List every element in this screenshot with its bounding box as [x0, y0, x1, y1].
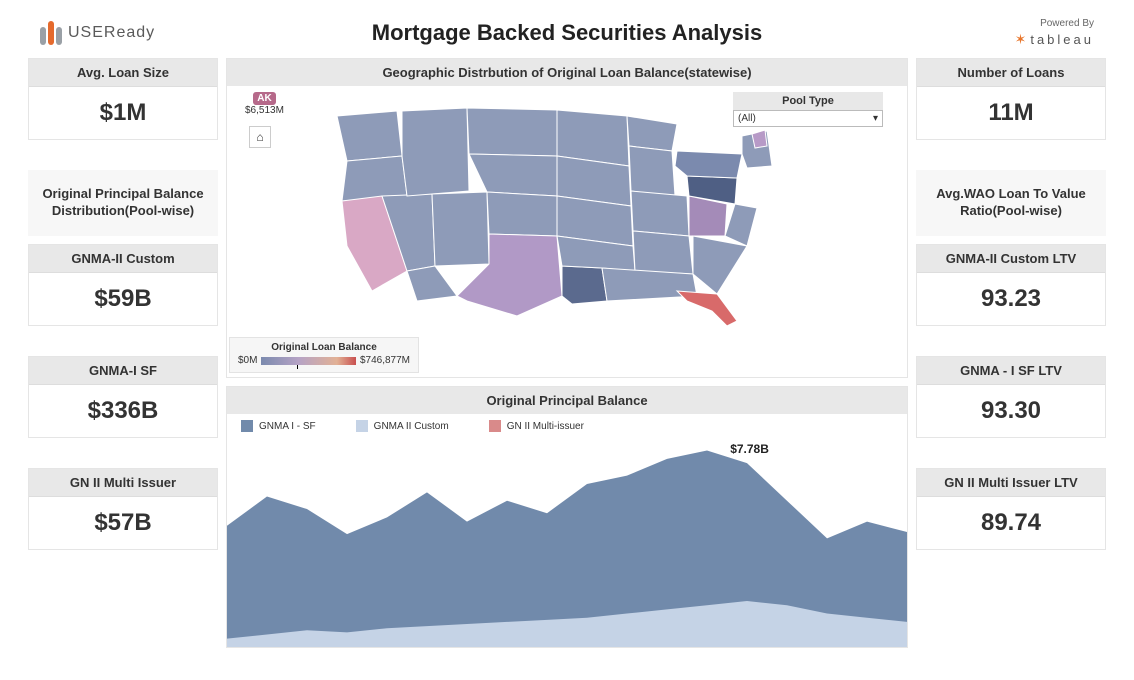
kpi-label: GN II Multi Issuer — [29, 469, 217, 497]
map-title: Geographic Distrbution of Original Loan … — [227, 59, 907, 86]
us-map[interactable] — [317, 96, 817, 326]
legend-item: GNMA I - SF — [241, 420, 316, 432]
area-chart-panel: Original Principal Balance GNMA I - SF G… — [226, 386, 908, 648]
area-chart-body[interactable]: $7.78B — [227, 438, 907, 647]
kpi-label: GNMA-II Custom LTV — [917, 245, 1105, 273]
kpi-gnma1-sf: GNMA-I SF $336B — [28, 356, 218, 438]
legend-swatch — [356, 420, 368, 432]
section-wao-ltv: Avg.WAO Loan To Value Ratio(Pool-wise) — [916, 170, 1106, 236]
powered-by-label: Powered By — [1015, 18, 1094, 29]
legend-item: GNMA II Custom — [356, 420, 449, 432]
map-legend-gradient — [261, 357, 356, 365]
kpi-gnma1-ltv: GNMA - I SF LTV 93.30 — [916, 356, 1106, 438]
map-ak-value: $6,513M — [245, 105, 284, 116]
chevron-down-icon: ▾ — [873, 113, 878, 124]
tableau-icon: ✶ — [1015, 31, 1027, 48]
map-legend-max: $746,877M — [360, 355, 410, 366]
kpi-label: Avg. Loan Size — [29, 59, 217, 87]
map-panel: Geographic Distrbution of Original Loan … — [226, 58, 908, 378]
area-chart-legend: GNMA I - SF GNMA II Custom GN II Multi-i… — [227, 414, 907, 438]
kpi-value: 11M — [917, 87, 1105, 139]
kpi-value: $57B — [29, 497, 217, 549]
kpi-gnma2-custom: GNMA-II Custom $59B — [28, 244, 218, 326]
area-chart-svg — [227, 438, 907, 647]
powered-by: Powered By ✶ tableau — [1015, 18, 1094, 48]
legend-swatch — [489, 420, 501, 432]
kpi-gn2-multi-ltv: GN II Multi Issuer LTV 89.74 — [916, 468, 1106, 550]
left-column: Avg. Loan Size $1M Original Principal Ba… — [28, 58, 218, 648]
kpi-value: 93.30 — [917, 385, 1105, 437]
legend-item: GN II Multi-issuer — [489, 420, 584, 432]
center-column: Geographic Distrbution of Original Loan … — [226, 58, 908, 648]
kpi-avg-loan-size: Avg. Loan Size $1M — [28, 58, 218, 140]
brand-logo-text: USEReady — [68, 24, 155, 42]
section-principal-balance: Original Principal Balance Distribution(… — [28, 170, 218, 236]
kpi-label: GNMA - I SF LTV — [917, 357, 1105, 385]
right-column: Number of Loans 11M Avg.WAO Loan To Valu… — [916, 58, 1106, 648]
area-chart-title: Original Principal Balance — [227, 387, 907, 414]
page-title: Mortgage Backed Securities Analysis — [372, 20, 762, 46]
peak-annotation: $7.78B — [730, 442, 769, 456]
map-ak-label: AK — [253, 92, 275, 105]
map-home-button[interactable]: ⌂ — [249, 126, 271, 148]
state-la[interactable] — [562, 266, 607, 304]
kpi-value: $1M — [29, 87, 217, 139]
map-legend: Original Loan Balance $0M $746,877M — [229, 337, 419, 373]
kpi-label: GN II Multi Issuer LTV — [917, 469, 1105, 497]
map-ak-callout: AK $6,513M — [245, 92, 284, 116]
legend-swatch — [241, 420, 253, 432]
kpi-label: GNMA-I SF — [29, 357, 217, 385]
state-vt[interactable] — [752, 130, 767, 148]
map-body[interactable]: AK $6,513M ⌂ Pool Type (All) ▾ — [227, 86, 907, 377]
kpi-value: $336B — [29, 385, 217, 437]
map-legend-title: Original Loan Balance — [238, 342, 410, 353]
home-icon: ⌂ — [256, 130, 263, 144]
legend-label: GNMA II Custom — [374, 421, 449, 432]
state-ny[interactable] — [675, 151, 742, 178]
map-legend-min: $0M — [238, 355, 257, 366]
kpi-label: GNMA-II Custom — [29, 245, 217, 273]
kpi-number-loans: Number of Loans 11M — [916, 58, 1106, 140]
kpi-value: 93.23 — [917, 273, 1105, 325]
legend-label: GNMA I - SF — [259, 421, 316, 432]
brand-logo-mark — [40, 21, 62, 45]
kpi-value: 89.74 — [917, 497, 1105, 549]
header: USEReady Mortgage Backed Securities Anal… — [0, 0, 1134, 58]
powered-by-brand: tableau — [1030, 32, 1094, 47]
kpi-label: Number of Loans — [917, 59, 1105, 87]
kpi-gn2-multi: GN II Multi Issuer $57B — [28, 468, 218, 550]
kpi-gnma2-ltv: GNMA-II Custom LTV 93.23 — [916, 244, 1106, 326]
kpi-value: $59B — [29, 273, 217, 325]
dashboard-grid: Avg. Loan Size $1M Original Principal Ba… — [0, 58, 1134, 648]
state-fl[interactable] — [677, 291, 737, 326]
brand-logo: USEReady — [40, 21, 155, 45]
legend-label: GN II Multi-issuer — [507, 421, 584, 432]
